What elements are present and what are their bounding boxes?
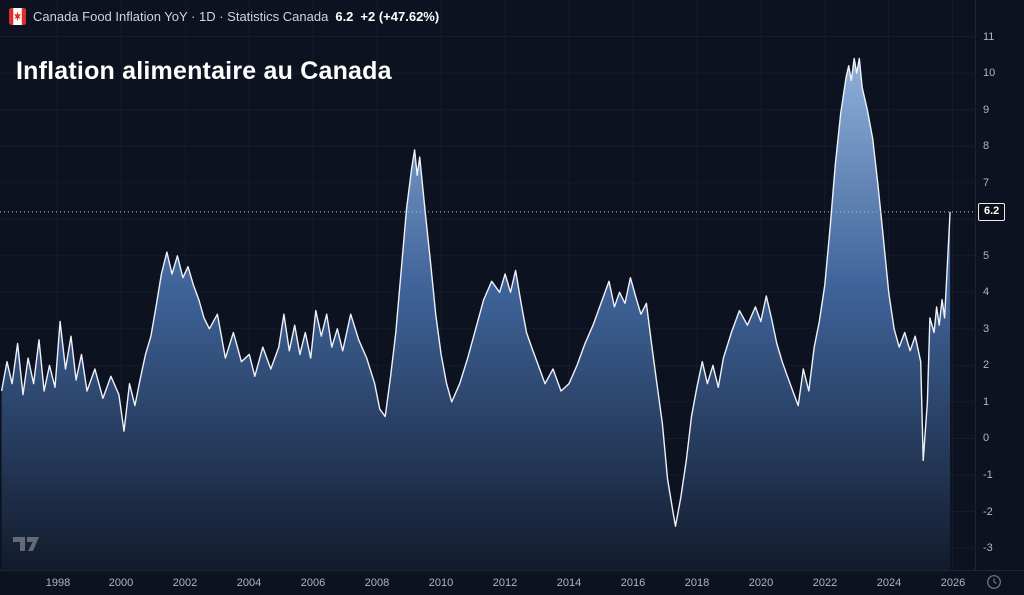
x-axis-label[interactable]: 2016 — [620, 577, 646, 589]
y-axis-label: 8 — [983, 140, 990, 152]
last-price-badge: 6.2 — [978, 203, 1006, 221]
symbol-title[interactable]: Canada Food Inflation YoY · 1D · Statist… — [33, 9, 329, 24]
x-axis-label[interactable]: 2020 — [748, 577, 774, 589]
x-axis-label[interactable]: 2022 — [812, 577, 838, 589]
y-axis-label: -2 — [983, 506, 993, 518]
x-axis-label[interactable]: 2024 — [876, 577, 902, 589]
y-axis-label: 2 — [983, 359, 990, 371]
last-price-value: 6.2 — [335, 9, 354, 24]
tradingview-logo[interactable] — [13, 537, 41, 558]
x-axis-label[interactable]: 2000 — [108, 577, 134, 589]
x-axis-label[interactable]: 2008 — [364, 577, 390, 589]
timezone-clock-icon[interactable] — [983, 571, 1005, 593]
y-axis-label: 1 — [983, 396, 990, 408]
x-axis-label[interactable]: 1998 — [45, 577, 71, 589]
y-axis-label: 11 — [983, 31, 995, 43]
chart-title-overlay: Inflation alimentaire au Canada — [16, 57, 392, 85]
y-axis-label: -3 — [983, 542, 993, 554]
y-axis-label: -1 — [983, 469, 993, 481]
y-axis-label: 10 — [983, 67, 996, 79]
x-axis-label[interactable]: 2026 — [940, 577, 966, 589]
x-axis-label[interactable]: 2014 — [556, 577, 582, 589]
x-axis-label[interactable]: 2012 — [492, 577, 518, 589]
price-chart[interactable] — [0, 0, 975, 570]
y-axis-label: 7 — [983, 177, 990, 189]
y-axis-label: 4 — [983, 286, 990, 298]
y-axis-label: 3 — [983, 323, 990, 335]
x-axis-label[interactable]: 2010 — [428, 577, 454, 589]
y-axis-label: 5 — [983, 250, 990, 262]
symbol-legend[interactable]: Canada Food Inflation YoY · 1D · Statist… — [9, 8, 439, 25]
x-axis-label[interactable]: 2018 — [684, 577, 710, 589]
chart-pane[interactable]: Canada Food Inflation YoY · 1D · Statist… — [0, 0, 975, 570]
price-change: +2 (+47.62%) — [360, 9, 440, 24]
y-axis-label: 0 — [983, 432, 990, 444]
x-axis-label[interactable]: 2006 — [300, 577, 326, 589]
x-axis-label[interactable]: 2002 — [172, 577, 198, 589]
price-axis[interactable]: 6.2 11 10 9 8 7 5 4 3 2 1 0 -1 -2 -3 — [975, 0, 1024, 570]
canada-flag-icon — [9, 8, 26, 25]
x-axis-label[interactable]: 2004 — [236, 577, 262, 589]
y-axis-label: 9 — [983, 104, 990, 116]
time-axis[interactable]: 1998 2000 2002 2004 2006 2008 2010 2012 2014 2016… — [0, 570, 1024, 595]
